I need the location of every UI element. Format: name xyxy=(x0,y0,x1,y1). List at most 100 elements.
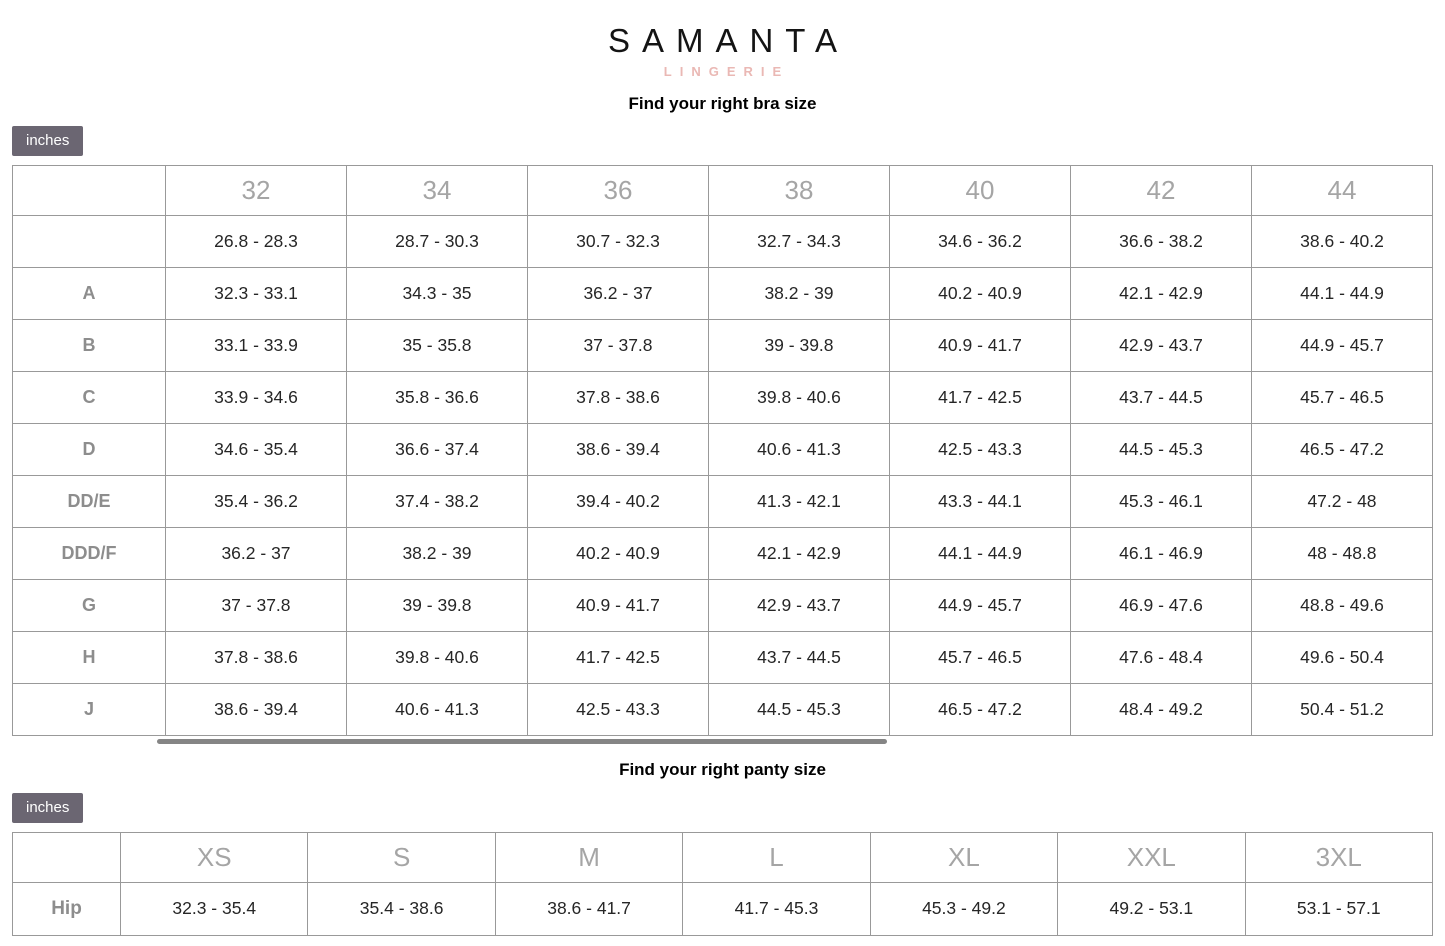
size-range-cell: 43.3 - 44.1 xyxy=(889,475,1071,529)
size-range-cell: 45.3 - 49.2 xyxy=(869,881,1059,936)
size-range-cell: 33.1 - 33.9 xyxy=(165,319,347,373)
size-range-cell: 36.6 - 37.4 xyxy=(346,423,528,477)
size-range-cell: 45.7 - 46.5 xyxy=(1251,371,1433,425)
size-range-cell: 41.7 - 42.5 xyxy=(889,371,1071,425)
size-range-cell: 34.6 - 35.4 xyxy=(165,423,347,477)
size-range-cell: 37.8 - 38.6 xyxy=(165,631,347,685)
size-range-cell: 46.5 - 47.2 xyxy=(1251,423,1433,477)
column-header: XS xyxy=(119,831,309,883)
size-range-cell: 35.8 - 36.6 xyxy=(346,371,528,425)
size-range-cell: 42.9 - 43.7 xyxy=(1070,319,1252,373)
table-row: A 32.3 - 33.1 34.3 - 35 36.2 - 37 38.2 - 39 4… xyxy=(12,267,1433,321)
column-header: XL xyxy=(869,831,1059,883)
size-range-cell: 26.8 - 28.3 xyxy=(165,215,347,269)
size-range-cell: 42.5 - 43.3 xyxy=(527,683,709,737)
size-range-cell: 44.1 - 44.9 xyxy=(889,527,1071,581)
size-range-cell: 40.2 - 40.9 xyxy=(889,267,1071,321)
size-range-cell: 38.6 - 39.4 xyxy=(527,423,709,477)
size-range-cell: 42.1 - 42.9 xyxy=(1070,267,1252,321)
row-label: G xyxy=(12,579,166,633)
size-range-cell: 42.1 - 42.9 xyxy=(708,527,890,581)
table-row: DD/E 35.4 - 36.2 37.4 - 38.2 39.4 - 40.2 41.… xyxy=(12,475,1433,529)
size-range-cell: 47.2 - 48 xyxy=(1251,475,1433,529)
column-header: M xyxy=(494,831,684,883)
size-range-cell: 37.4 - 38.2 xyxy=(346,475,528,529)
row-label: DDD/F xyxy=(12,527,166,581)
size-range-cell: 39.4 - 40.2 xyxy=(527,475,709,529)
column-header: 38 xyxy=(708,165,890,217)
size-range-cell: 42.5 - 43.3 xyxy=(889,423,1071,477)
row-label xyxy=(12,215,166,269)
panty-section-title: Find your right panty size xyxy=(619,760,826,780)
size-range-cell: 28.7 - 30.3 xyxy=(346,215,528,269)
size-range-cell: 38.2 - 39 xyxy=(346,527,528,581)
column-header: 34 xyxy=(346,165,528,217)
size-range-cell: 36.2 - 37 xyxy=(165,527,347,581)
size-range-cell: 35.4 - 36.2 xyxy=(165,475,347,529)
size-range-cell: 48.8 - 49.6 xyxy=(1251,579,1433,633)
size-range-cell: 38.6 - 39.4 xyxy=(165,683,347,737)
table-row: Hip 32.3 - 35.4 35.4 - 38.6 38.6 - 41.7 41.7… xyxy=(12,881,1434,936)
size-range-cell: 39 - 39.8 xyxy=(708,319,890,373)
column-header: 36 xyxy=(527,165,709,217)
bra-size-table: 32 34 36 38 40 42 44 26.8 - 28.3 28.7 - 30.3 30.7… xyxy=(12,165,1433,737)
bra-units-button[interactable]: inches xyxy=(12,126,84,157)
row-label: C xyxy=(12,371,166,425)
table-row: J 38.6 - 39.4 40.6 - 41.3 42.5 - 43.3 44.5 -… xyxy=(12,683,1433,737)
size-range-cell: 43.7 - 44.5 xyxy=(708,631,890,685)
size-range-cell: 35.4 - 38.6 xyxy=(307,881,496,936)
size-range-cell: 38.2 - 39 xyxy=(708,267,890,321)
size-range-cell: 44.9 - 45.7 xyxy=(1251,319,1433,373)
size-range-cell: 38.6 - 40.2 xyxy=(1251,215,1433,269)
size-range-cell: 40.9 - 41.7 xyxy=(889,319,1071,373)
size-range-cell: 44.5 - 45.3 xyxy=(708,683,890,737)
column-header: 3XL xyxy=(1244,831,1434,883)
panty-units-button[interactable]: inches xyxy=(12,792,84,823)
size-range-cell: 33.9 - 34.6 xyxy=(165,371,347,425)
size-range-cell: 46.9 - 47.6 xyxy=(1070,579,1252,633)
size-range-cell: 34.6 - 36.2 xyxy=(889,215,1071,269)
size-range-cell: 37 - 37.8 xyxy=(165,579,347,633)
size-range-cell: 45.7 - 46.5 xyxy=(889,631,1071,685)
corner-cell xyxy=(12,165,166,217)
size-range-cell: 37.8 - 38.6 xyxy=(527,371,709,425)
table-row: 26.8 - 28.3 28.7 - 30.3 30.7 - 32.3 32.7 - … xyxy=(12,215,1433,269)
row-label: DD/E xyxy=(12,475,166,529)
panty-size-table: XS S M L XL XXL 3XL Hip 32.3 - 35.4 35.4 - 38.6 38… xyxy=(12,831,1434,936)
size-range-cell: 35 - 35.8 xyxy=(346,319,528,373)
size-range-cell: 40.6 - 41.3 xyxy=(346,683,528,737)
size-range-cell: 44.5 - 45.3 xyxy=(1070,423,1252,477)
row-label: A xyxy=(12,267,166,321)
size-range-cell: 50.4 - 51.2 xyxy=(1251,683,1433,737)
size-range-cell: 37 - 37.8 xyxy=(527,319,709,373)
table-row: G 37 - 37.8 39 - 39.8 40.9 - 41.7 42.9 - 43.… xyxy=(12,579,1433,633)
brand-logo: SAMANTA xyxy=(607,22,850,59)
horizontal-scrollbar-thumb[interactable] xyxy=(157,739,887,745)
size-range-cell: 49.6 - 50.4 xyxy=(1251,631,1433,685)
table-header-row: XS S M L XL XXL 3XL xyxy=(12,831,1434,883)
size-range-cell: 48.4 - 49.2 xyxy=(1070,683,1252,737)
size-range-cell: 40.2 - 40.9 xyxy=(527,527,709,581)
size-range-cell: 41.7 - 42.5 xyxy=(527,631,709,685)
size-range-cell: 47.6 - 48.4 xyxy=(1070,631,1252,685)
size-range-cell: 36.2 - 37 xyxy=(527,267,709,321)
size-range-cell: 39.8 - 40.6 xyxy=(708,371,890,425)
row-label: H xyxy=(12,631,166,685)
size-range-cell: 46.5 - 47.2 xyxy=(889,683,1071,737)
size-range-cell: 44.1 - 44.9 xyxy=(1251,267,1433,321)
column-header: XXL xyxy=(1057,831,1246,883)
bra-section-title: Find your right bra size xyxy=(628,94,817,113)
row-label: B xyxy=(12,319,166,373)
size-range-cell: 30.7 - 32.3 xyxy=(527,215,709,269)
size-range-cell: 46.1 - 46.9 xyxy=(1070,527,1252,581)
table-row: C 33.9 - 34.6 35.8 - 36.6 37.8 - 38.6 39.8 -… xyxy=(12,371,1433,425)
size-range-cell: 34.3 - 35 xyxy=(346,267,528,321)
row-label: Hip xyxy=(12,881,121,936)
size-range-cell: 44.9 - 45.7 xyxy=(889,579,1071,633)
size-range-cell: 41.7 - 45.3 xyxy=(682,881,871,936)
size-range-cell: 40.6 - 41.3 xyxy=(708,423,890,477)
size-range-cell: 43.7 - 44.5 xyxy=(1070,371,1252,425)
table-header-row: 32 34 36 38 40 42 44 xyxy=(12,165,1433,217)
size-range-cell: 53.1 - 57.1 xyxy=(1244,881,1434,936)
